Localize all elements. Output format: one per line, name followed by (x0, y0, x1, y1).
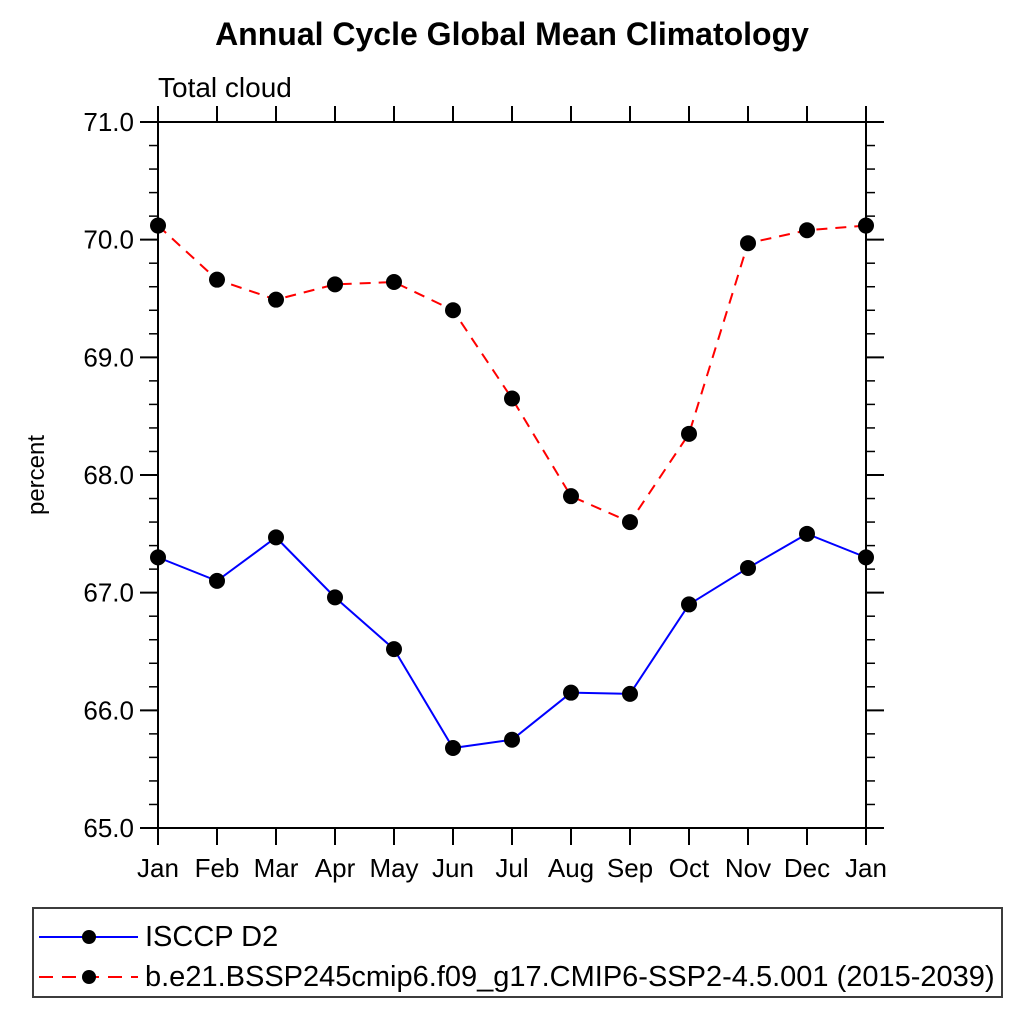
data-point-marker (150, 549, 166, 566)
plot-border (157, 121, 867, 829)
plot-render-layer: 65.0 66.0 67.0 68.0 69.0 70.0 71.0 Jan Feb Mar Apr… (83, 106, 887, 883)
data-point-marker (622, 514, 638, 531)
data-point-marker (740, 559, 756, 576)
legend-item-model-run: b.e21.BSSP245cmip6.f09_g17.CMIP6-SSP2-4.… (34, 961, 995, 993)
y-tick-label: 65.0 (83, 813, 134, 843)
x-tick-label: Sep (607, 853, 653, 883)
x-tick-label: Aug (548, 853, 594, 883)
series-line-0 (157, 532, 867, 750)
data-point-marker (445, 302, 461, 319)
data-point-marker (858, 217, 874, 234)
plot-area: percent 65.0 66.0 67.0 68.0 69.0 70.0 71.0 Jan F… (23, 106, 887, 883)
y-tick-label: 66.0 (83, 695, 134, 725)
data-point-marker (268, 291, 284, 308)
data-point-marker (740, 235, 756, 252)
data-point-marker (327, 589, 343, 606)
x-tick-label: Jun (432, 853, 474, 883)
legend: ISCCP D2 b.e21.BSSP245cmip6.f09_g17.CMIP… (32, 907, 1003, 998)
x-tick-label: Apr (315, 853, 356, 883)
y-tick-label: 70.0 (83, 225, 134, 255)
data-point-marker (445, 739, 461, 756)
data-point-marker (504, 731, 520, 748)
legend-label-isccp-d2: ISCCP D2 (145, 920, 279, 953)
legend-line-sample-dashed (39, 970, 138, 984)
y-tick-label: 69.0 (83, 342, 134, 372)
y-tick-label: 67.0 (83, 578, 134, 608)
x-tick-label: Feb (195, 853, 240, 883)
legend-item-isccp-d2: ISCCP D2 (34, 921, 278, 953)
data-point-marker (150, 217, 166, 234)
data-point-marker (563, 684, 579, 701)
series-line-1 (157, 224, 867, 524)
x-tick-label: May (369, 853, 418, 883)
x-tick-label: Nov (725, 853, 771, 883)
x-tick-label: Mar (254, 853, 299, 883)
y-tick-label: 68.0 (83, 460, 134, 490)
data-point-marker (799, 222, 815, 239)
x-tick-label: Jan (845, 853, 887, 883)
data-point-marker (681, 425, 697, 442)
data-point-marker (504, 390, 520, 407)
x-tick-label: Dec (784, 853, 830, 883)
data-point-marker (563, 488, 579, 505)
y-axis-title: percent (23, 435, 50, 515)
data-point-marker (327, 276, 343, 293)
data-point-marker (622, 685, 638, 702)
x-tick-label: Jan (137, 853, 179, 883)
data-point-marker (386, 641, 402, 658)
data-point-marker (209, 572, 225, 589)
x-tick-label: Jul (495, 853, 528, 883)
x-tick-label: Oct (669, 853, 710, 883)
data-point-marker (209, 271, 225, 288)
legend-marker-dot-icon (82, 930, 96, 944)
data-point-marker (268, 529, 284, 546)
chart-subtitle: Total cloud (158, 72, 292, 103)
legend-label-model-run: b.e21.BSSP245cmip6.f09_g17.CMIP6-SSP2-4.… (145, 960, 995, 993)
data-point-marker (681, 596, 697, 613)
y-tick-label: 71.0 (83, 107, 134, 137)
legend-marker-dot-icon (82, 970, 96, 984)
data-point-marker (799, 525, 815, 542)
data-point-marker (858, 549, 874, 566)
data-point-marker (386, 274, 402, 291)
chart-title: Annual Cycle Global Mean Climatology (215, 16, 809, 52)
legend-line-sample-solid (39, 930, 138, 944)
